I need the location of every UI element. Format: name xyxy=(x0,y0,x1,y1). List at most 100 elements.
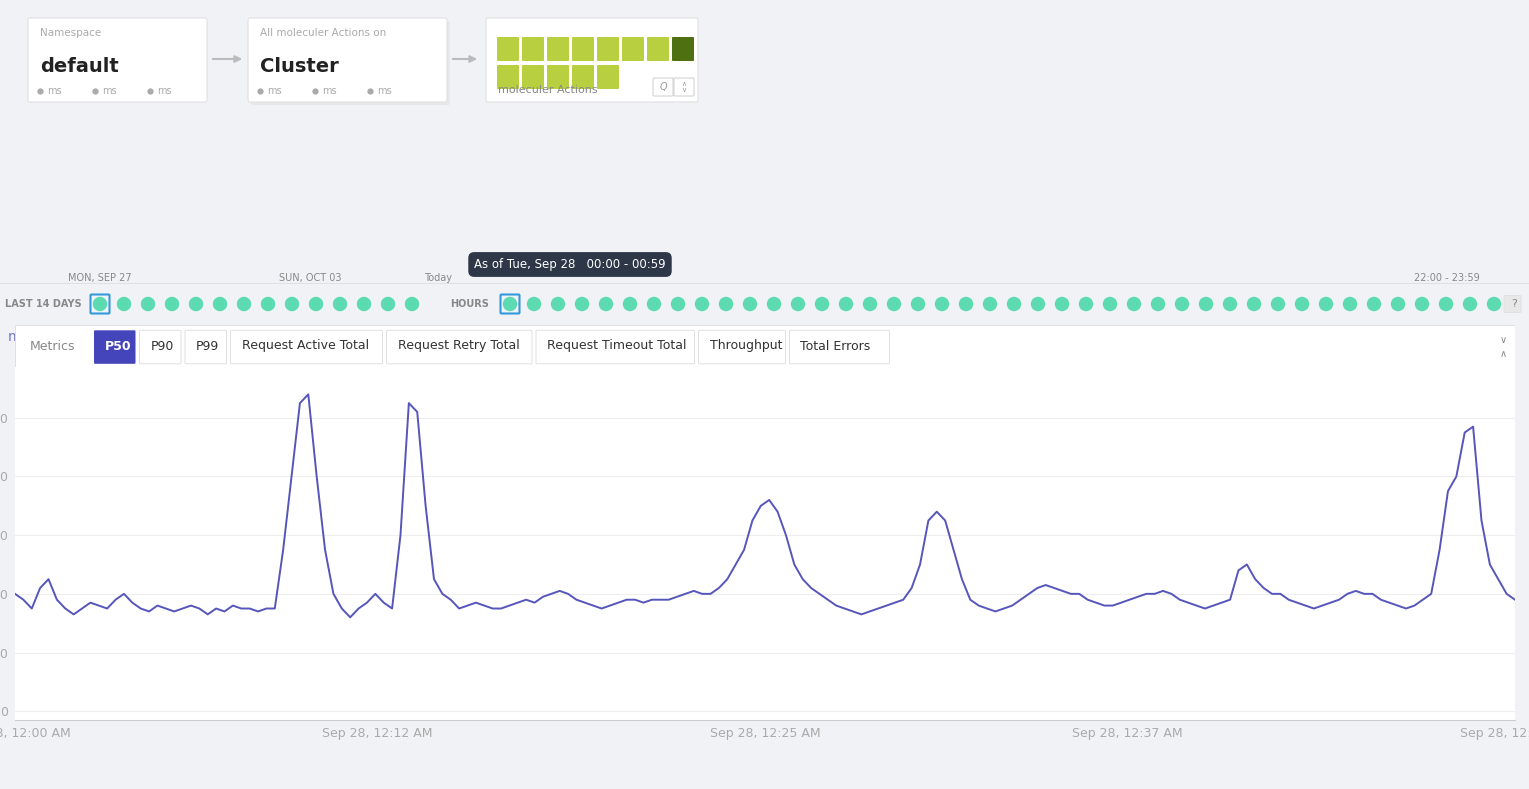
Circle shape xyxy=(864,297,876,311)
Circle shape xyxy=(1151,297,1165,311)
Text: LAST 14 DAYS: LAST 14 DAYS xyxy=(5,299,81,309)
Circle shape xyxy=(647,297,661,311)
Circle shape xyxy=(214,297,226,311)
Text: HOURS: HOURS xyxy=(450,299,489,309)
FancyBboxPatch shape xyxy=(547,65,569,89)
Circle shape xyxy=(118,297,130,311)
Text: Cluster: Cluster xyxy=(260,57,339,76)
FancyBboxPatch shape xyxy=(699,331,786,364)
Text: As of Tue, Sep 28   00:00 - 00:59: As of Tue, Sep 28 00:00 - 00:59 xyxy=(474,258,665,271)
Circle shape xyxy=(936,297,948,311)
Circle shape xyxy=(93,297,107,311)
Text: ?: ? xyxy=(1511,299,1517,309)
Circle shape xyxy=(358,297,370,311)
FancyBboxPatch shape xyxy=(674,78,694,96)
Text: ms: ms xyxy=(268,86,281,96)
Circle shape xyxy=(1199,297,1212,311)
Text: Metrics: Metrics xyxy=(31,339,75,353)
FancyBboxPatch shape xyxy=(185,331,226,364)
FancyBboxPatch shape xyxy=(572,37,593,61)
Text: moleculer Actions: moleculer Actions xyxy=(498,85,598,95)
Text: ms: ms xyxy=(47,86,61,96)
FancyBboxPatch shape xyxy=(15,325,1515,367)
Circle shape xyxy=(624,297,636,311)
FancyBboxPatch shape xyxy=(497,37,518,61)
Circle shape xyxy=(1391,297,1405,311)
Text: ∨: ∨ xyxy=(1500,335,1506,345)
Text: P99: P99 xyxy=(196,339,219,353)
Circle shape xyxy=(405,297,419,311)
Text: MON, SEP 27: MON, SEP 27 xyxy=(69,273,131,283)
Text: ms: ms xyxy=(323,86,336,96)
Circle shape xyxy=(237,297,251,311)
FancyBboxPatch shape xyxy=(1505,296,1521,312)
Circle shape xyxy=(1032,297,1044,311)
Text: Request Active Total: Request Active Total xyxy=(242,339,368,353)
Circle shape xyxy=(261,297,275,311)
Circle shape xyxy=(1104,297,1116,311)
Circle shape xyxy=(696,297,708,311)
Text: Q: Q xyxy=(659,82,667,92)
Circle shape xyxy=(1055,297,1069,311)
Circle shape xyxy=(333,297,347,311)
Circle shape xyxy=(1295,297,1309,311)
Text: ∧: ∧ xyxy=(682,81,687,87)
Circle shape xyxy=(528,297,540,311)
Text: Namespace: Namespace xyxy=(40,28,101,38)
FancyBboxPatch shape xyxy=(387,331,532,364)
Circle shape xyxy=(887,297,901,311)
Text: SUN, OCT 03: SUN, OCT 03 xyxy=(278,273,341,283)
Text: 22:00 - 23:59: 22:00 - 23:59 xyxy=(1414,273,1480,283)
FancyBboxPatch shape xyxy=(139,331,180,364)
Text: Request Timeout Total: Request Timeout Total xyxy=(547,339,687,353)
FancyBboxPatch shape xyxy=(93,331,136,364)
Text: P90: P90 xyxy=(150,339,174,353)
FancyBboxPatch shape xyxy=(789,331,890,364)
Circle shape xyxy=(768,297,780,311)
Circle shape xyxy=(575,297,589,311)
Circle shape xyxy=(382,297,394,311)
Circle shape xyxy=(599,297,613,311)
FancyBboxPatch shape xyxy=(622,37,644,61)
Circle shape xyxy=(1439,297,1453,311)
FancyBboxPatch shape xyxy=(248,18,446,102)
Circle shape xyxy=(1416,297,1428,311)
FancyBboxPatch shape xyxy=(653,78,673,96)
Circle shape xyxy=(1463,297,1477,311)
Text: Today: Today xyxy=(424,273,453,283)
Text: ms: ms xyxy=(8,330,28,344)
Circle shape xyxy=(1223,297,1237,311)
Circle shape xyxy=(1488,297,1500,311)
Circle shape xyxy=(960,297,972,311)
Text: P50: P50 xyxy=(106,339,131,353)
Circle shape xyxy=(309,297,323,311)
Circle shape xyxy=(142,297,154,311)
FancyBboxPatch shape xyxy=(521,37,544,61)
Circle shape xyxy=(911,297,925,311)
Circle shape xyxy=(286,297,298,311)
Text: ms: ms xyxy=(378,86,391,96)
Circle shape xyxy=(1079,297,1093,311)
Text: default: default xyxy=(40,57,119,76)
FancyBboxPatch shape xyxy=(231,331,382,364)
Text: Throughput: Throughput xyxy=(709,339,781,353)
Circle shape xyxy=(503,297,517,311)
Text: ms: ms xyxy=(157,86,171,96)
Text: All moleculer Actions on: All moleculer Actions on xyxy=(260,28,387,38)
FancyBboxPatch shape xyxy=(251,21,450,105)
Circle shape xyxy=(190,297,202,311)
Circle shape xyxy=(720,297,732,311)
Text: ∨: ∨ xyxy=(682,88,687,93)
Circle shape xyxy=(1344,297,1356,311)
FancyBboxPatch shape xyxy=(497,65,518,89)
Circle shape xyxy=(743,297,757,311)
Circle shape xyxy=(983,297,997,311)
Text: ∧: ∧ xyxy=(1500,350,1506,360)
Circle shape xyxy=(671,297,685,311)
Circle shape xyxy=(1320,297,1332,311)
Text: Request Retry Total: Request Retry Total xyxy=(398,339,520,353)
Text: Total Errors: Total Errors xyxy=(801,339,870,353)
FancyBboxPatch shape xyxy=(547,37,569,61)
Circle shape xyxy=(815,297,829,311)
FancyBboxPatch shape xyxy=(596,65,619,89)
